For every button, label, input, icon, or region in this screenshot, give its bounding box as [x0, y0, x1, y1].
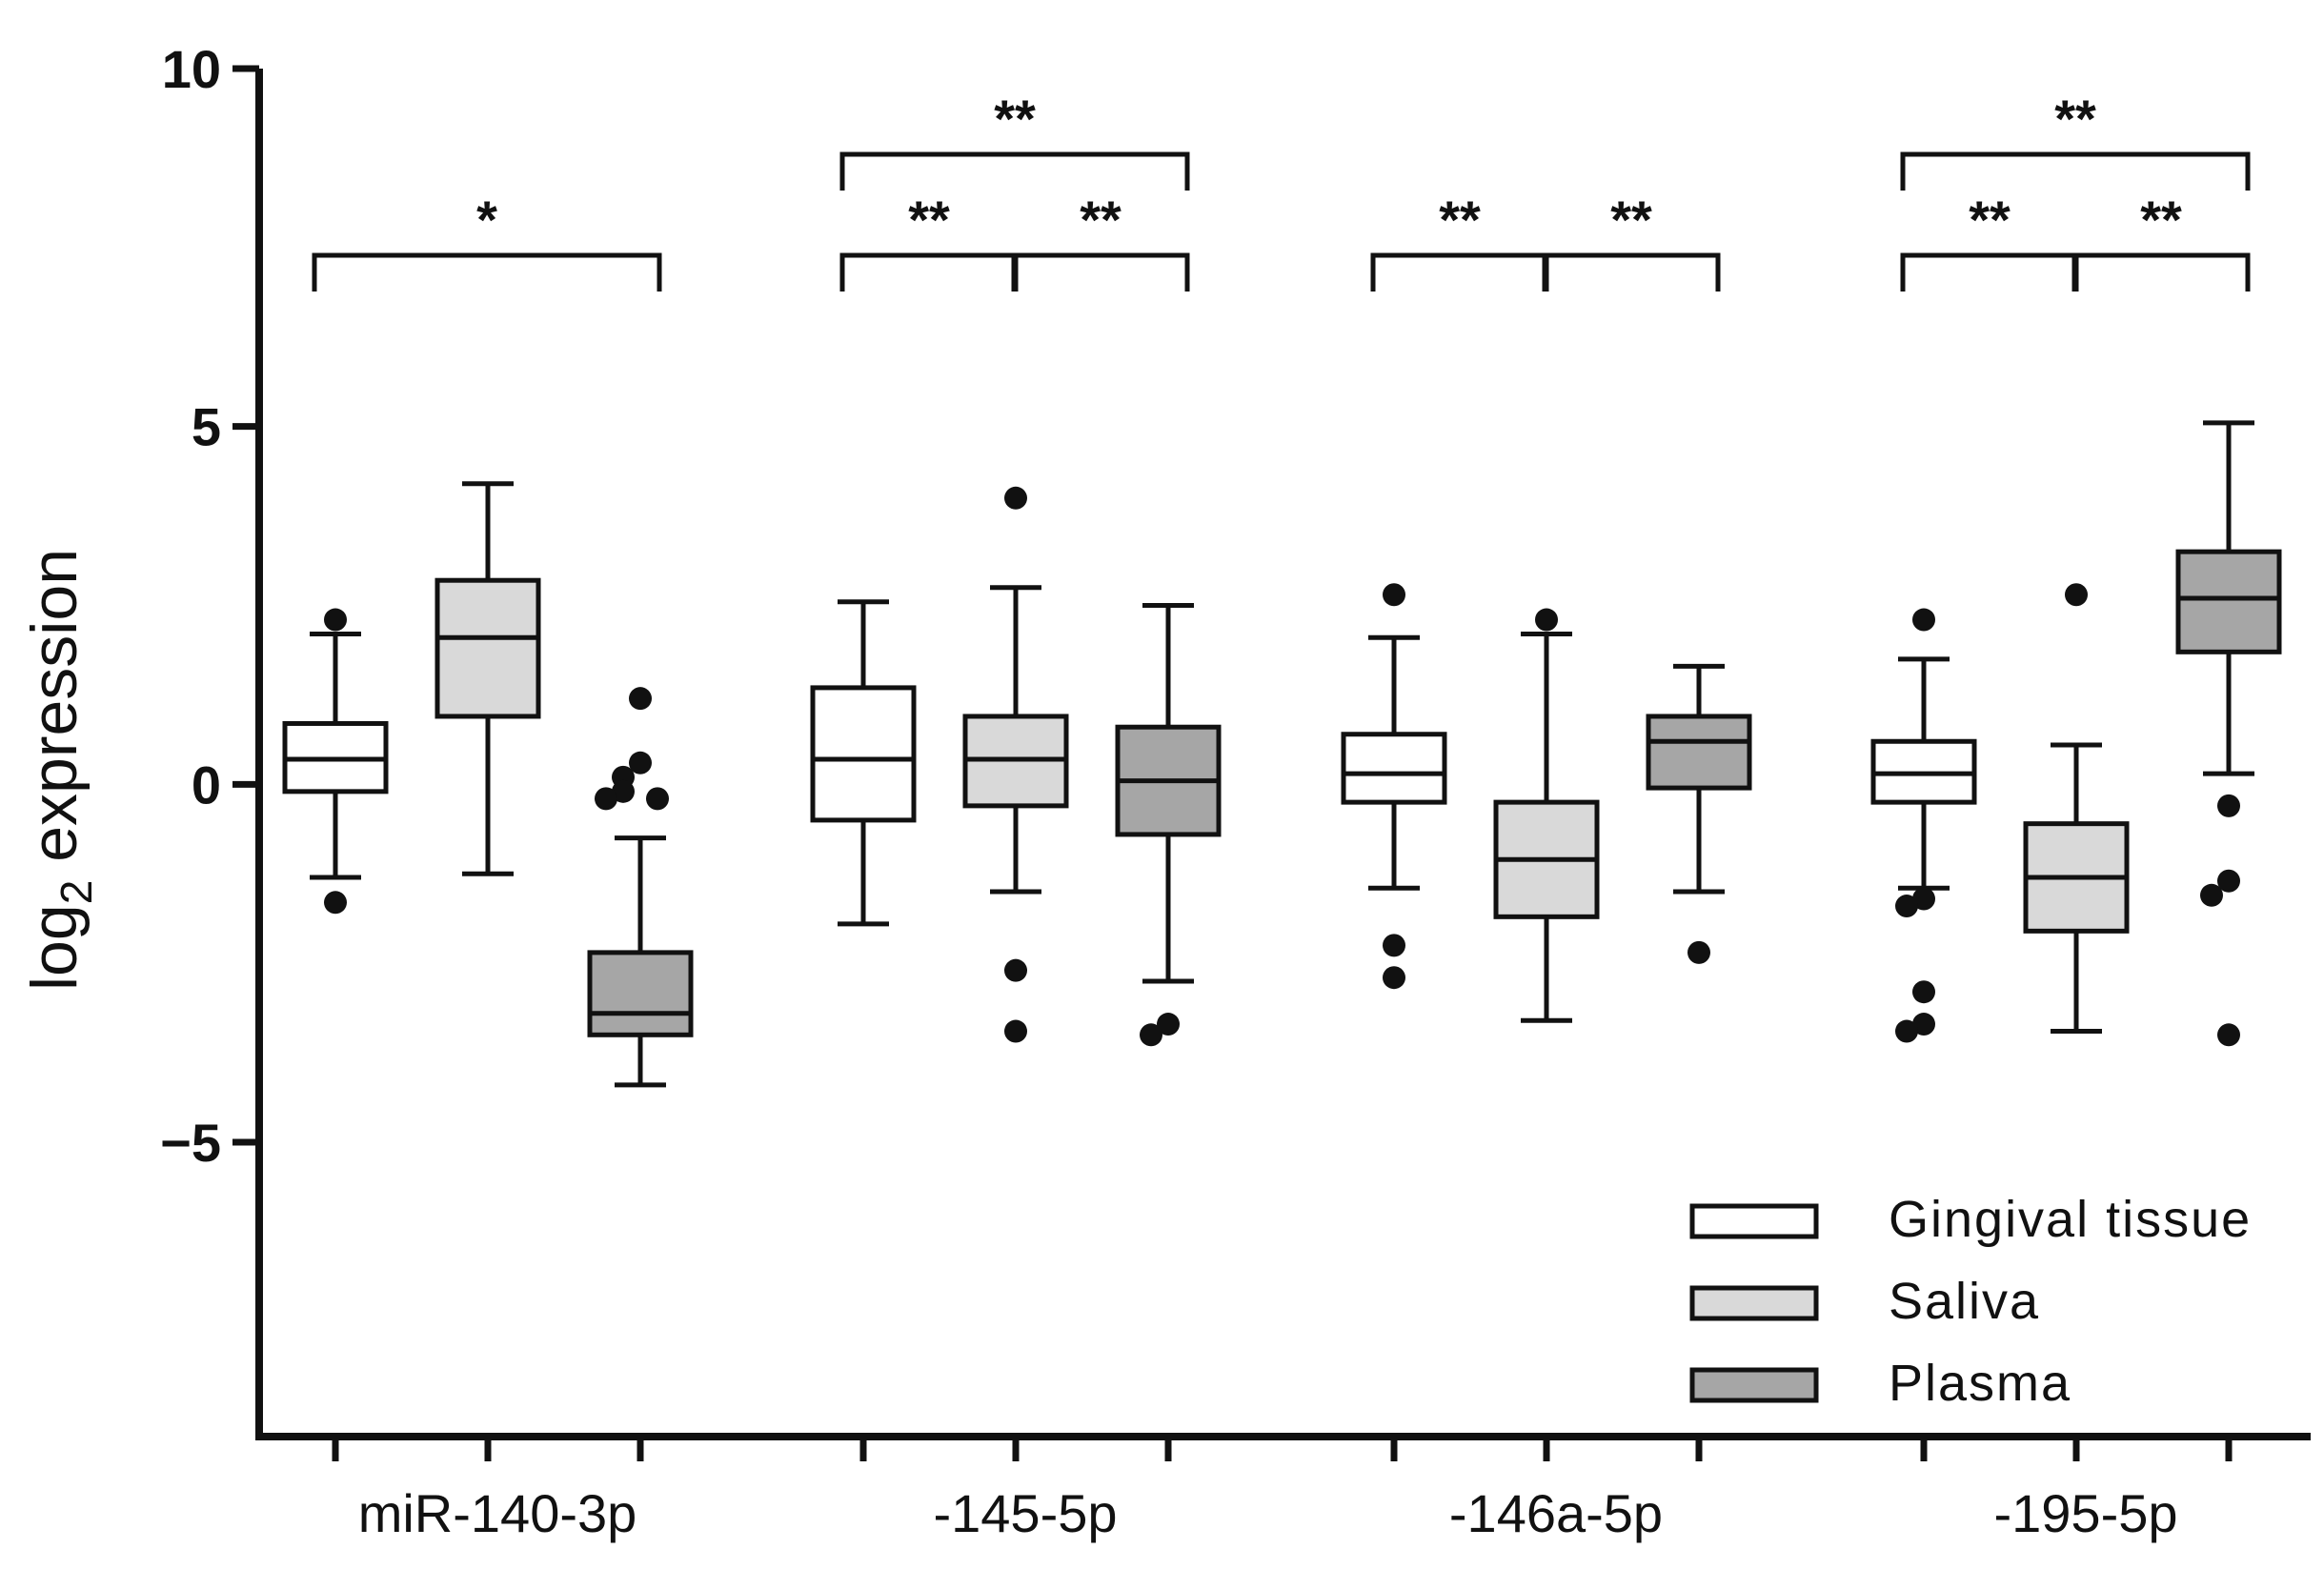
- significance-label: **: [1080, 190, 1122, 250]
- plot-area: * ** ****** ** ** ****: [282, 89, 2282, 1088]
- box-plasma: [1646, 714, 1752, 791]
- outlier-point: [1912, 980, 1935, 1004]
- legend: Gingival tissue Saliva Plasma: [1689, 1191, 2252, 1412]
- legend-label: Plasma: [1889, 1355, 2071, 1412]
- outlier-point: [2217, 794, 2240, 817]
- significance-label: **: [908, 190, 950, 250]
- outlier-point: [1895, 1019, 1918, 1043]
- category-label: -195-5p: [1993, 1483, 2177, 1543]
- category-label: miR-140-3p: [358, 1483, 637, 1543]
- outlier-point: [1383, 966, 1405, 990]
- y-axis-title-subscript: 2: [51, 880, 101, 905]
- outlier-point: [1004, 486, 1027, 510]
- significance-bracket: [1900, 252, 2079, 292]
- y-tick-label: −5: [160, 1113, 221, 1173]
- outlier-point: [1383, 583, 1405, 607]
- significance-label: **: [1969, 190, 2011, 250]
- outlier-point: [612, 779, 635, 803]
- significance-bracket: [2071, 252, 2251, 292]
- outlier-point: [1912, 1013, 1935, 1036]
- box-plasma: [587, 950, 694, 1037]
- outlier-point: [1004, 1019, 1027, 1043]
- significance-bracket: [1011, 252, 1190, 292]
- outlier-point: [2200, 883, 2223, 907]
- outlier-point: [2065, 583, 2088, 607]
- box-gingival-tissue: [1341, 732, 1447, 805]
- outlier-point: [595, 787, 617, 811]
- legend-label: Gingival tissue: [1889, 1191, 2252, 1248]
- significance-label: **: [2054, 89, 2096, 149]
- outlier-point: [1383, 934, 1405, 957]
- significance-label: **: [1610, 190, 1652, 250]
- category-label: -146a-5p: [1449, 1483, 1663, 1543]
- box-saliva: [434, 577, 541, 719]
- y-tick-label: 0: [192, 754, 221, 815]
- outlier-point: [629, 751, 652, 774]
- legend-swatch: [1689, 1367, 1819, 1403]
- significance-bracket: [1542, 252, 1721, 292]
- outlier-point: [629, 687, 652, 711]
- category-label: -145-5p: [933, 1483, 1117, 1543]
- outlier-point: [1004, 958, 1027, 982]
- significance-bracket: [1900, 151, 2251, 191]
- legend-label: Saliva: [1889, 1273, 2040, 1330]
- outlier-point: [1912, 608, 1935, 632]
- significance-label: **: [994, 89, 1036, 149]
- legend-swatch: [1689, 1285, 1819, 1321]
- significance-label: *: [476, 190, 497, 250]
- significance-bracket: [839, 151, 1190, 191]
- y-tick-label: 10: [162, 39, 221, 99]
- axes: 10 5 0 −5 miR-140-3p -145-5p -146a-5p -195-5p: [160, 39, 2311, 1543]
- y-axis-title-main: log: [18, 904, 91, 991]
- significance-label: **: [1439, 190, 1481, 250]
- outlier-point: [1535, 608, 1558, 632]
- significance-bracket: [1370, 252, 1549, 292]
- significance-bracket: [312, 252, 662, 292]
- outlier-point: [1895, 895, 1918, 918]
- outlier-point: [1912, 887, 1935, 911]
- outlier-point: [646, 787, 669, 811]
- outlier-point: [2217, 869, 2240, 893]
- outlier-point: [1687, 940, 1710, 964]
- legend-swatch: [1689, 1203, 1819, 1239]
- significance-bracket: [839, 252, 1019, 292]
- box-plasma: [2175, 549, 2282, 654]
- y-tick-label: 5: [192, 397, 221, 457]
- outlier-point: [324, 608, 347, 632]
- y-axis-title-rest: expression: [18, 549, 91, 880]
- y-axis-title: log2 expression: [18, 549, 101, 991]
- box-gingival-tissue: [810, 685, 917, 823]
- outlier-point: [2217, 1023, 2240, 1047]
- significance-label: **: [2140, 190, 2182, 250]
- outlier-point: [1157, 1013, 1180, 1036]
- outlier-point: [324, 891, 347, 915]
- outlier-point: [1140, 1023, 1162, 1047]
